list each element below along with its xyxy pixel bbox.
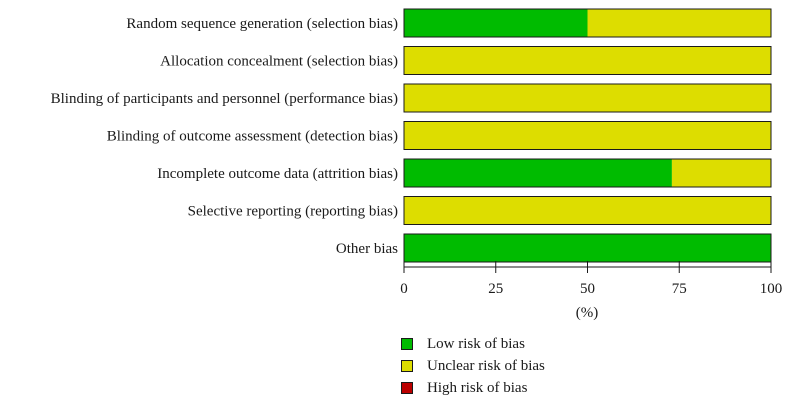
bar-unclear-risk-of-bias-2 xyxy=(404,84,771,112)
legend-item-low: Low risk of bias xyxy=(401,333,545,355)
category-label-3: Blinding of outcome assessment (detectio… xyxy=(107,129,398,145)
category-label-5: Selective reporting (reporting bias) xyxy=(188,204,398,220)
bar-unclear-risk-of-bias-5 xyxy=(404,196,771,225)
x-tick-label-4: 100 xyxy=(760,281,783,297)
x-tick-label-3: 75 xyxy=(672,281,687,297)
bar-unclear-risk-of-bias-4 xyxy=(671,159,771,187)
bar-low-risk-of-bias-4 xyxy=(404,159,672,187)
bar-outline-2 xyxy=(403,83,772,113)
bar-group xyxy=(403,8,772,263)
bar-outline-0 xyxy=(403,8,772,38)
category-label-6: Other bias xyxy=(336,241,398,257)
bar-outline-1 xyxy=(403,46,772,75)
x-axis: 0 25 50 75 100 xyxy=(400,261,782,297)
bar-low-risk-of-bias-0 xyxy=(404,9,588,37)
legend-label-low: Low risk of bias xyxy=(427,335,525,352)
legend: Low risk of bias Unclear risk of bias Hi… xyxy=(401,333,545,399)
legend-label-high: High risk of bias xyxy=(427,379,528,396)
bar-unclear-risk-of-bias-1 xyxy=(404,46,771,75)
bar-unclear-risk-of-bias-0 xyxy=(587,9,771,37)
category-label-0: Random sequence generation (selection bi… xyxy=(126,16,398,32)
bar-low-risk-of-bias-6 xyxy=(404,234,771,262)
legend-item-high: High risk of bias xyxy=(401,377,545,399)
category-label-2: Blinding of participants and personnel (… xyxy=(51,91,398,107)
legend-item-unclear: Unclear risk of bias xyxy=(401,355,545,377)
category-label-1: Allocation concealment (selection bias) xyxy=(160,54,398,70)
category-label-4: Incomplete outcome data (attrition bias) xyxy=(157,166,398,182)
legend-swatch-low xyxy=(401,338,413,350)
legend-label-unclear: Unclear risk of bias xyxy=(427,357,545,374)
legend-swatch-high xyxy=(401,382,413,394)
bar-unclear-risk-of-bias-3 xyxy=(404,121,771,150)
bar-outline-3 xyxy=(403,121,772,150)
x-tick-label-2: 50 xyxy=(580,281,595,297)
legend-swatch-unclear xyxy=(401,360,413,372)
bar-outline-4 xyxy=(403,158,772,188)
x-tick-label-0: 0 xyxy=(400,281,408,297)
bar-outline-5 xyxy=(403,196,772,225)
category-labels: Random sequence generation (selection bi… xyxy=(51,16,399,257)
x-tick-label-1: 25 xyxy=(488,281,503,297)
x-axis-label: (%) xyxy=(576,305,599,321)
